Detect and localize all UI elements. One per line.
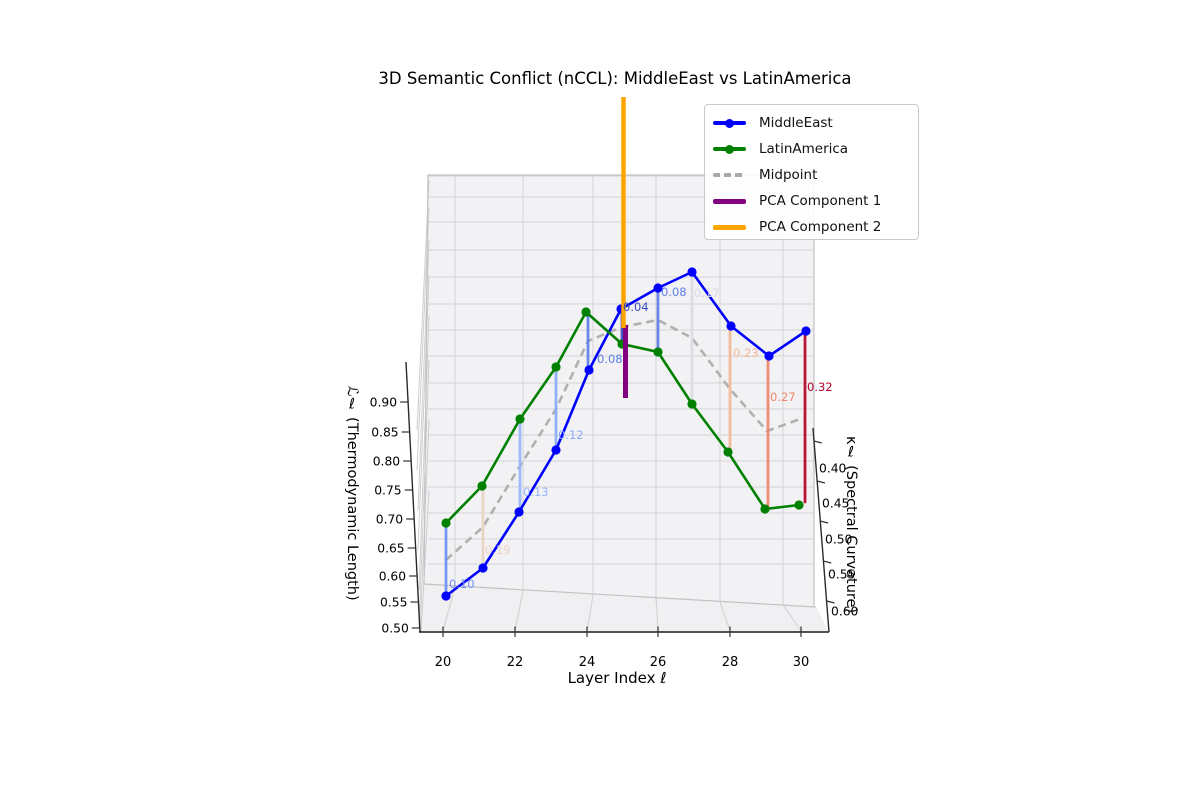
series-middleeast-marker [584, 365, 594, 375]
y-tick-label: 0.40 [819, 462, 846, 476]
z-axis-label: ℒℓ (Thermodynamic Length) [344, 386, 360, 601]
grid-line [418, 314, 430, 591]
series-latinamerica-marker [515, 414, 525, 424]
series-middleeast-marker [687, 267, 697, 277]
pane-edge [423, 583, 817, 608]
y-tick [816, 480, 826, 484]
series-middleeast-marker [551, 445, 561, 455]
legend-line-sample-pca1 [713, 188, 746, 214]
legend-item-midpoint: Midpoint [713, 162, 910, 188]
conflict-label: 0.23 [733, 346, 759, 360]
legend-label: LatinAmerica [759, 141, 849, 157]
grid-line [420, 489, 430, 633]
x-tick-label: 22 [507, 655, 524, 670]
z-tick-label: 0.80 [373, 455, 400, 469]
legend-label: PCA Component 2 [759, 219, 882, 235]
grid-line [782, 604, 802, 632]
z-tick-label: 0.55 [380, 596, 407, 610]
conflict-label: 0.32 [807, 380, 833, 394]
legend-line-sample-middleeast [713, 110, 746, 136]
conflict-label: 0.17 [694, 286, 720, 300]
legend-item-middleeast: MiddleEast [713, 110, 910, 136]
back-pane [424, 175, 814, 607]
grid-line [514, 590, 524, 632]
conflict-label: 0.04 [623, 300, 649, 314]
series-latinamerica-marker [723, 447, 733, 457]
z-tick-label: 0.85 [371, 426, 398, 440]
series-latinamerica-marker [687, 399, 697, 409]
z-axis-line [405, 361, 421, 633]
conflict-label: 0.27 [770, 390, 796, 404]
grid-line [442, 586, 456, 632]
y-tick-label: 0.55 [828, 568, 855, 582]
x-tick-label: 24 [579, 655, 596, 670]
y-tick [813, 440, 822, 444]
legend: MiddleEast LatinAmerica Midpoint PCA Com… [704, 104, 919, 240]
legend-item-pca-component-2: PCA Component 2 [713, 214, 910, 240]
series-middleeast-marker [441, 591, 451, 601]
legend-line-sample-midpoint [713, 162, 746, 188]
series-middleeast-marker [514, 507, 524, 517]
z-tick-label: 0.50 [381, 622, 408, 636]
series-latinamerica-marker [477, 481, 487, 491]
y-tick-label: 0.60 [831, 605, 858, 619]
x-tick-label: 20 [435, 655, 452, 670]
conflict-label: 0.12 [558, 428, 584, 442]
grid-line [719, 601, 731, 632]
series-middleeast-marker [653, 283, 663, 293]
legend-line-sample-pca2 [713, 214, 746, 240]
series-latinamerica-marker [581, 307, 591, 317]
series-middleeast-marker [801, 326, 811, 336]
series-latinamerica-marker [441, 518, 451, 528]
series-middleeast-marker [764, 351, 774, 361]
legend-item-pca-component-1: PCA Component 1 [713, 188, 910, 214]
series-latinamerica-marker [653, 347, 663, 357]
y-tick-label: 0.45 [822, 497, 849, 511]
series-middleeast-marker [478, 563, 488, 573]
legend-item-latinamerica: LatinAmerica [713, 136, 910, 162]
series-middleeast-marker [726, 321, 736, 331]
x-tick-label: 28 [722, 655, 739, 670]
conflict-label: 0.13 [523, 485, 549, 499]
z-tick-label: 0.90 [370, 396, 397, 410]
y-tick [823, 560, 832, 564]
z-tick-label: 0.70 [376, 513, 403, 527]
pane-edge [423, 174, 429, 585]
y-tick [820, 520, 829, 524]
grid-line [655, 597, 659, 632]
grid-line [418, 359, 430, 629]
conflict-label: 0.10 [449, 577, 475, 591]
legend-label: Midpoint [759, 167, 818, 183]
grid-line [586, 594, 594, 632]
conflict-label: 0.08 [661, 285, 687, 299]
series-latinamerica-marker [794, 500, 804, 510]
x-tick-label: 30 [793, 655, 810, 670]
z-tick-label: 0.75 [374, 484, 401, 498]
x-axis-label: Layer Index ℓ [567, 669, 667, 687]
series-latinamerica-marker [760, 504, 770, 514]
x-tick-label: 26 [650, 655, 667, 670]
plot-title: 3D Semantic Conflict (nCCL): MiddleEast … [378, 69, 852, 88]
legend-line-sample-latinamerica [713, 136, 746, 162]
y-tick [826, 600, 835, 604]
y-tick-label: 0.50 [825, 533, 852, 547]
conflict-label: 0.08 [597, 352, 623, 366]
conflict-label: 0.19 [485, 543, 511, 557]
legend-label: PCA Component 1 [759, 193, 882, 209]
z-tick-label: 0.60 [379, 570, 406, 584]
z-tick-label: 0.65 [377, 542, 404, 556]
legend-label: MiddleEast [759, 115, 833, 131]
series-latinamerica-marker [551, 362, 561, 372]
y-axis-label: κℓ (Spectral Curvature) [843, 436, 859, 614]
y-axis-line [812, 427, 830, 633]
